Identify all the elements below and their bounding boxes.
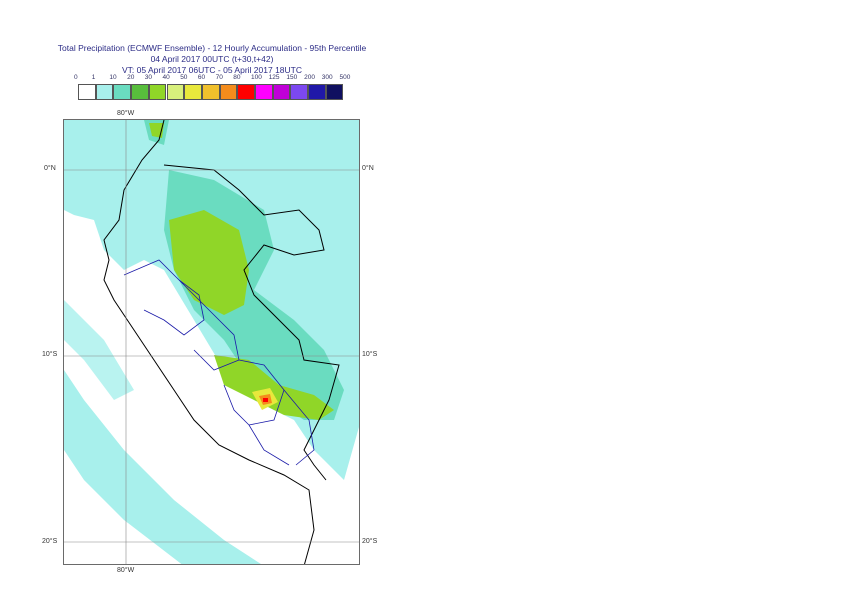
legend-level-label: 20 [127, 74, 135, 81]
precip-area-core-red [263, 398, 268, 402]
legend-color-box [95, 84, 114, 100]
chart-title: Total Precipitation (ECMWF Ensemble) - 1… [57, 43, 367, 53]
precip-area-heavy [169, 210, 249, 315]
precip-area-heavy-south [214, 355, 334, 420]
lon-label-bottom: 80°W [117, 567, 135, 574]
legend-level-label: 40 [162, 74, 170, 81]
precip-area-light-offshore-2 [64, 300, 134, 400]
legend-color-box [325, 84, 344, 100]
legend-color-box [290, 84, 309, 100]
legend-color-box [308, 84, 326, 100]
legend-level-label: 60 [197, 74, 206, 81]
legend-color-box [131, 84, 149, 100]
valid-time: VT: 05 April 2017 06UTC - 05 April 2017 … [121, 65, 302, 75]
country-border [163, 164, 340, 481]
legend-color-box [272, 84, 291, 100]
legend-level-label: 300 [321, 74, 333, 81]
legend-level-label: 50 [180, 74, 188, 81]
legend-level-label: 150 [286, 74, 298, 81]
lat-label-0-left: 0°N [44, 165, 56, 172]
legend-level-label: 100 [251, 74, 262, 81]
base-time: 04 April 2017 00UTC (t+30,t+42) [150, 54, 274, 64]
legend-level-label: 10 [109, 74, 117, 81]
legend-color-box [148, 84, 167, 100]
legend-level-label: 200 [304, 74, 315, 81]
legend-level-label: 70 [215, 74, 223, 81]
lat-label-20-right: 20°S [362, 538, 378, 545]
lat-label-10-right: 10°S [362, 351, 378, 358]
legend-level-label: 0 [74, 74, 78, 81]
map-canvas [64, 120, 359, 564]
legend-color-box [184, 84, 202, 100]
legend-color-box [113, 84, 132, 100]
lat-label-0-right: 0°N [362, 165, 374, 172]
precipitation-map [63, 119, 360, 565]
legend-color-box [219, 84, 238, 100]
region-borders [123, 259, 315, 466]
legend-level-label: 1 [91, 74, 96, 81]
legend-level-label: 30 [144, 74, 153, 81]
coastline [103, 120, 315, 564]
lat-label-20-left: 20°S [42, 538, 58, 545]
legend-color-box [78, 84, 96, 100]
legend-color-box [166, 84, 185, 100]
legend-level-label: 80 [233, 74, 241, 81]
legend-color-box [237, 84, 255, 100]
legend-color-box [255, 84, 273, 100]
legend-level-label: 125 [268, 74, 280, 81]
lat-label-10-left: 10°S [42, 351, 58, 358]
lon-label-top: 80°W [117, 110, 135, 117]
precip-area-light-offshore [64, 370, 261, 564]
legend-level-label: 500 [339, 74, 351, 81]
legend-color-box [201, 84, 220, 100]
